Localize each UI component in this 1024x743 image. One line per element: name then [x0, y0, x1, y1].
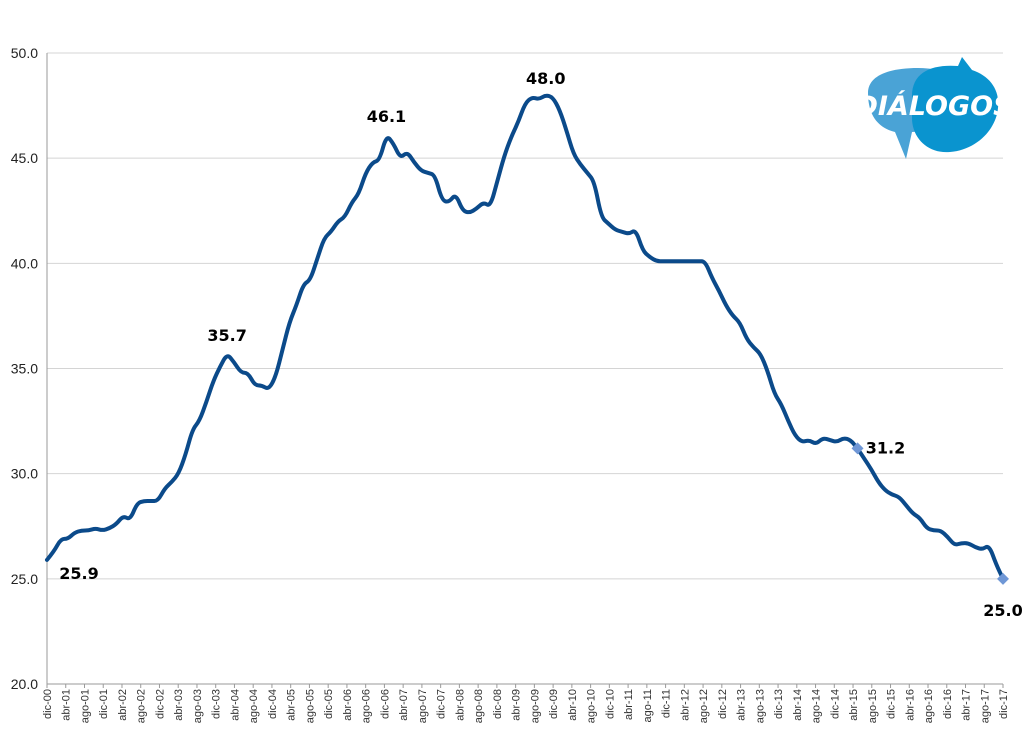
y-tick-label: 30.0 [11, 466, 38, 482]
x-tick-label: ago-12 [698, 689, 710, 723]
x-tick-label: dic-09 [548, 689, 560, 719]
gridlines [47, 52, 1003, 685]
y-axis-ticks: 20.0 25.0 30.0 35.0 40.0 45.0 50.0 [11, 45, 38, 692]
x-tick-label: abr-15 [848, 689, 860, 721]
x-axis-ticks: dic-00 abr-01 ago-01 dic-01 abr-02 ago-02 dic-… [42, 684, 1010, 723]
x-tick-label: ago-13 [754, 689, 766, 723]
x-tick-label: abr-06 [342, 689, 354, 721]
data-label: 25.9 [59, 564, 98, 583]
x-tick-label: ago-06 [361, 689, 373, 723]
x-tick-label: dic-06 [379, 689, 391, 719]
x-tick-label: abr-16 [904, 689, 916, 721]
x-tick-label: abr-10 [567, 689, 579, 721]
x-tick-label: dic-15 [886, 689, 898, 719]
x-tick-label: dic-03 [211, 689, 223, 719]
x-tick-label: abr-04 [229, 689, 241, 721]
data-label: 35.7 [207, 326, 246, 345]
x-tick-label: dic-13 [773, 689, 785, 719]
x-tick-label: ago-10 [586, 689, 598, 723]
x-tick-label: dic-16 [942, 689, 954, 719]
x-tick-label: ago-14 [811, 689, 823, 723]
data-label: 25.0 [983, 601, 1022, 620]
x-tick-label: dic-07 [436, 689, 448, 719]
x-tick-label: dic-08 [492, 689, 504, 719]
x-tick-label: ago-11 [642, 689, 654, 722]
x-tick-label: abr-02 [117, 689, 129, 721]
x-tick-label: ago-03 [192, 689, 204, 723]
x-tick-label: dic-00 [42, 689, 54, 719]
data-label: 31.2 [866, 438, 905, 457]
y-tick-label: 20.0 [11, 676, 38, 692]
x-tick-label: ago-08 [473, 689, 485, 723]
y-tick-label: 35.0 [11, 361, 38, 377]
x-tick-label: ago-15 [867, 689, 879, 723]
data-labels: 25.9 35.7 46.1 48.0 31.2 25.0 [59, 69, 1022, 620]
series-line [45, 93, 1005, 581]
x-tick-label: ago-01 [79, 689, 91, 723]
x-tick-label: dic-17 [998, 689, 1010, 719]
logo-speech-bubble-dark [912, 57, 999, 153]
data-markers [851, 442, 1009, 585]
data-label: 46.1 [367, 107, 406, 126]
x-tick-label: abr-07 [398, 689, 410, 721]
x-tick-label: dic-02 [154, 689, 166, 719]
y-tick-label: 45.0 [11, 150, 38, 166]
data-marker [997, 572, 1009, 585]
x-tick-label: dic-11 [661, 689, 673, 718]
data-label: 48.0 [526, 69, 565, 88]
x-tick-label: abr-05 [286, 689, 298, 721]
x-tick-label: abr-13 [736, 689, 748, 721]
x-tick-label: ago-05 [304, 689, 316, 723]
x-tick-label: abr-12 [679, 689, 691, 721]
x-tick-label: ago-02 [136, 689, 148, 723]
x-tick-label: abr-14 [792, 689, 804, 721]
x-tick-label: dic-05 [323, 689, 335, 719]
x-tick-label: dic-12 [717, 689, 729, 719]
x-tick-label: ago-07 [417, 689, 429, 723]
y-tick-label: 25.0 [11, 571, 38, 587]
y-tick-label: 40.0 [11, 255, 38, 271]
x-tick-label: ago-16 [923, 689, 935, 723]
x-tick-label: dic-01 [98, 689, 110, 719]
x-tick-label: ago-09 [529, 689, 541, 723]
logo-text: DIÁLOGOS [855, 90, 1012, 122]
x-tick-label: dic-14 [829, 689, 841, 719]
x-tick-label: abr-11 [623, 689, 635, 720]
x-tick-label: ago-04 [248, 689, 260, 723]
x-tick-label: abr-01 [61, 689, 73, 721]
x-tick-label: abr-08 [454, 689, 466, 721]
x-tick-label: abr-17 [961, 689, 973, 721]
dialogos-logo: DIÁLOGOS [855, 57, 1013, 159]
y-tick-label: 50.0 [11, 45, 38, 61]
data-marker [851, 442, 864, 455]
x-tick-label: ago-17 [979, 689, 991, 723]
x-tick-label: abr-09 [511, 689, 523, 721]
x-tick-label: dic-10 [604, 689, 616, 719]
x-tick-label: dic-04 [267, 689, 279, 719]
x-tick-label: abr-03 [173, 689, 185, 721]
